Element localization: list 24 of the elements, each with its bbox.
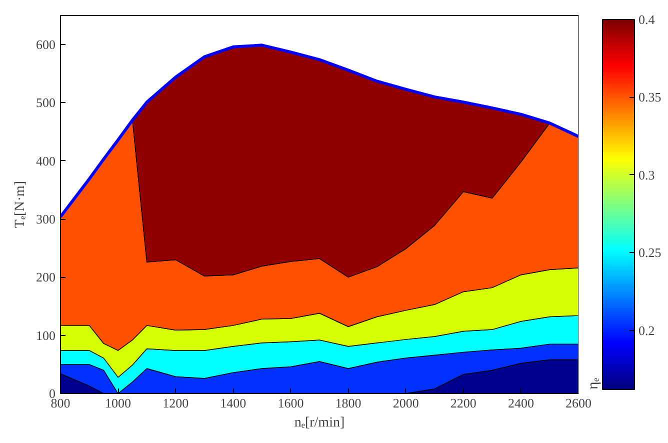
x-tick-label: 1000 (105, 396, 132, 410)
x-axis-title: nₑ[r/min] (294, 416, 345, 430)
color-bar-label: 0.35 (638, 90, 662, 105)
y-tick-label: 600 (36, 37, 56, 52)
x-tick-label: 1600 (278, 396, 304, 410)
y-axis-title: Tₑ[N·m] (13, 180, 28, 228)
color-bar-title: ηₑ (586, 378, 602, 390)
color-bar-label: 0.25 (638, 245, 662, 260)
x-tick-label: 1800 (335, 396, 362, 410)
y-tick-label: 300 (36, 212, 56, 227)
y-tick-label: 400 (36, 153, 56, 168)
x-tick-label: 2600 (566, 396, 592, 410)
color-bar-label: 0.4 (638, 12, 656, 27)
y-tick-label: 200 (36, 270, 56, 285)
y-tick-label: 100 (36, 328, 56, 343)
color-bar-label: 0.2 (638, 322, 655, 338)
x-tick-label: 2400 (508, 396, 534, 410)
color-bar-label: 0.3 (638, 167, 655, 182)
y-tick-label: 500 (36, 95, 56, 110)
x-tick-label: 1200 (162, 396, 189, 410)
x-tick-label: 2000 (392, 396, 419, 410)
line-series (60, 44, 578, 218)
x-tick-label: 2200 (450, 396, 476, 410)
x-tick-label: 1400 (220, 396, 246, 410)
